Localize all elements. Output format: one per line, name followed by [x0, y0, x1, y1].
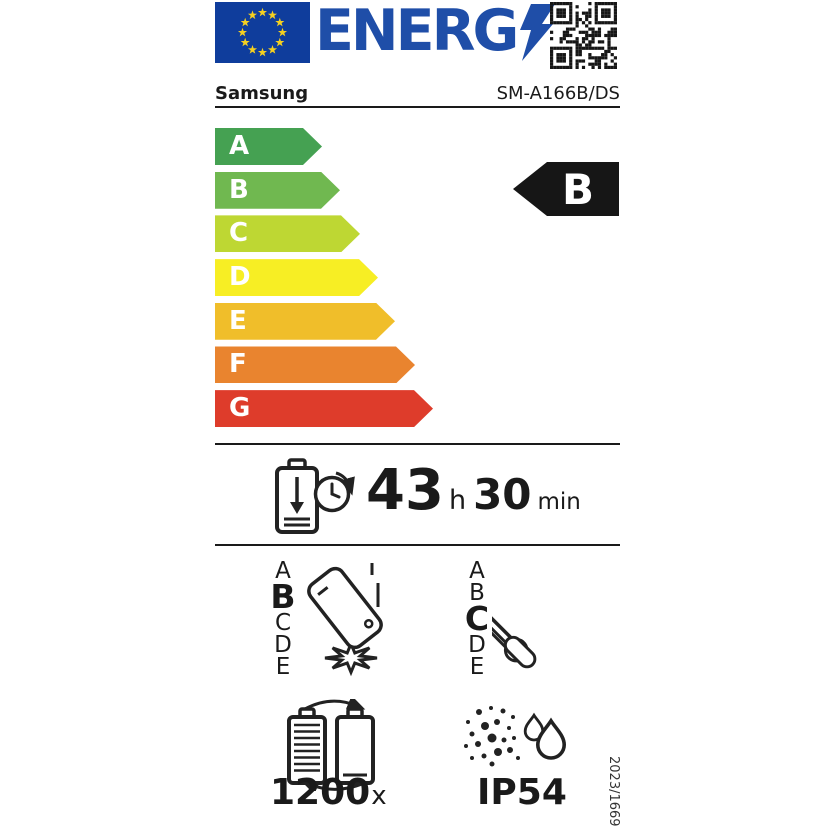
class-letter: D [274, 632, 292, 658]
class-letter: E [469, 654, 485, 680]
divider [215, 443, 620, 445]
energ-logo: ENERG [315, 0, 556, 62]
grade-arrow-c: C [215, 215, 360, 252]
class-letter: A [275, 558, 291, 584]
repairability-scale: A B C D E [460, 558, 494, 680]
energ-logo-text: ENERG [315, 0, 519, 64]
regulation-number: 2023/1669 [606, 756, 621, 827]
energy-rating-letter: B [562, 164, 595, 214]
falling-phone-icon [307, 563, 383, 683]
endurance-hours-unit: h [448, 485, 467, 516]
class-letter: C [274, 610, 292, 636]
battery-cycles-value: 1200 x [270, 772, 400, 813]
endurance-hours: 43 [366, 458, 444, 523]
eu-flag-icon [215, 2, 310, 63]
class-letter: C [464, 599, 490, 638]
class-letter: A [469, 558, 485, 584]
class-letter: D [468, 632, 486, 658]
class-letter: E [275, 654, 291, 680]
grade-letter: D [229, 262, 251, 293]
class-letter: B [270, 577, 296, 616]
battery-cycles-icon [287, 699, 375, 791]
brand-name: Samsung [215, 83, 309, 104]
ip-rating-value: IP54 [477, 772, 567, 813]
battery-endurance-icon [275, 458, 355, 534]
efficiency-scale: A B C D E F G [215, 128, 433, 427]
grade-letter: G [229, 393, 251, 424]
grade-arrow-e: E [215, 303, 395, 340]
drop-reliability-scale: A B C D E [266, 558, 300, 680]
cycles-number: 1200 [270, 772, 371, 813]
qr-code [550, 2, 617, 69]
lightning-bolt-icon [520, 4, 556, 61]
endurance-minutes-unit: min [537, 489, 581, 515]
dust-and-water-icon [464, 706, 567, 767]
grade-letter: E [229, 305, 247, 336]
grade-arrow-a: A [215, 128, 322, 165]
brand-row: Samsung SM-A166B/DS [215, 83, 620, 104]
model-number: SM-A166B/DS [496, 83, 620, 104]
battery-endurance-value: 43 h 30 min [366, 458, 581, 523]
grade-arrow-f: F [215, 346, 415, 383]
divider [215, 544, 620, 546]
grade-letter: B [229, 174, 249, 205]
energy-rating-arrow: B [513, 162, 619, 216]
grade-letter: F [229, 349, 247, 380]
divider [215, 106, 620, 108]
endurance-minutes: 30 [473, 470, 532, 519]
cycles-unit: x [371, 781, 387, 811]
grade-letter: A [229, 131, 250, 161]
grade-arrow-b: B [215, 172, 340, 209]
class-letter: B [469, 580, 485, 606]
repair-tools-icon [492, 602, 537, 669]
grade-letter: C [229, 218, 249, 249]
grade-arrow-d: D [215, 259, 378, 296]
grade-arrow-g: G [215, 390, 433, 427]
